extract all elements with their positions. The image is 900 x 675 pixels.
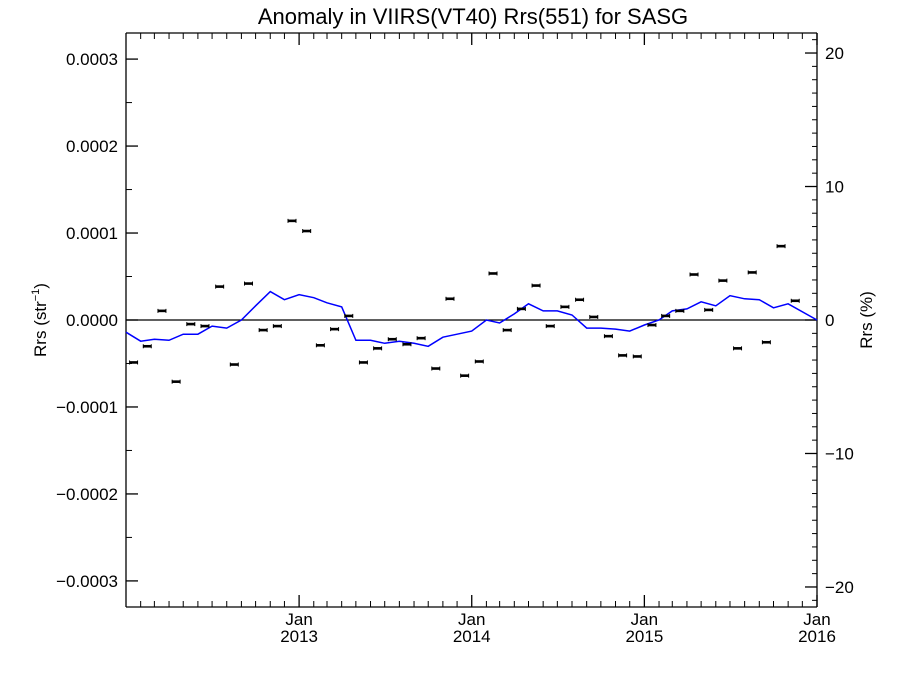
data-point — [315, 343, 325, 348]
data-point — [142, 344, 152, 349]
data-point — [545, 324, 555, 329]
data-point — [488, 271, 498, 276]
x-tick-year-label: 2015 — [625, 627, 663, 646]
data-point — [661, 313, 671, 318]
x-tick-month-label: Jan — [285, 610, 312, 629]
left-tick-label: 0.0003 — [66, 50, 118, 69]
data-point — [431, 366, 441, 371]
data-point — [302, 229, 312, 234]
left-tick-label: −0.0001 — [56, 398, 118, 417]
data-point — [790, 298, 800, 303]
left-tick-label: 0.0002 — [66, 137, 118, 156]
data-point — [258, 328, 268, 333]
x-tick-month-label: Jan — [803, 610, 830, 629]
data-point — [560, 304, 570, 309]
data-point — [718, 278, 728, 283]
data-point — [272, 324, 282, 329]
right-tick-label: 10 — [825, 178, 844, 197]
data-point — [373, 346, 383, 351]
left-axis-label: Rrs (str−1) — [30, 283, 50, 357]
right-tick-label: −10 — [825, 444, 854, 463]
data-point — [516, 306, 526, 311]
data-point — [761, 340, 771, 345]
data-point — [200, 324, 210, 329]
right-axis-label: Rrs (%) — [857, 291, 876, 349]
data-point — [387, 337, 397, 342]
x-tick-year-label: 2013 — [280, 627, 318, 646]
data-point — [229, 362, 239, 367]
data-point — [589, 314, 599, 319]
monthly-anomaly-series — [129, 218, 800, 384]
data-point — [330, 327, 340, 332]
left-tick-label: 0.0000 — [66, 311, 118, 330]
x-tick-month-label: Jan — [458, 610, 485, 629]
data-point — [747, 270, 757, 275]
data-point — [344, 313, 354, 318]
data-point — [776, 244, 786, 249]
data-point — [243, 281, 253, 286]
right-tick-label: 0 — [825, 311, 834, 330]
data-point — [186, 322, 196, 327]
data-point — [287, 218, 297, 223]
minor-ticks — [126, 33, 817, 607]
data-point — [618, 353, 628, 358]
data-point — [632, 354, 642, 359]
right-tick-label: −20 — [825, 578, 854, 597]
data-point — [358, 360, 368, 365]
right-tick-label: 20 — [825, 44, 844, 63]
data-point — [171, 379, 181, 384]
left-tick-label: −0.0003 — [56, 572, 118, 591]
x-tick-year-label: 2014 — [453, 627, 491, 646]
data-point — [416, 336, 426, 341]
data-point — [647, 323, 657, 328]
data-point — [474, 359, 484, 364]
x-tick-year-label: 2016 — [798, 627, 836, 646]
data-point — [129, 360, 139, 365]
series-line — [125, 290, 818, 348]
chart-title: Anomaly in VIIRS(VT40) Rrs(551) for SASG — [258, 4, 688, 29]
data-point — [675, 308, 685, 313]
data-point — [733, 346, 743, 351]
data-point — [460, 373, 470, 378]
left-tick-label: −0.0002 — [56, 485, 118, 504]
data-point — [531, 283, 541, 288]
left-axis-ticks: 0.0003 0.0002 0.0001 0.0000 −0.0001 −0.0002 −0… — [56, 50, 138, 591]
data-point — [157, 308, 167, 313]
left-tick-label: 0.0001 — [66, 224, 118, 243]
data-point — [445, 296, 455, 301]
running-mean-series — [125, 290, 818, 348]
x-tick-month-label: Jan — [631, 610, 658, 629]
data-point — [689, 272, 699, 277]
data-point — [215, 284, 225, 289]
data-point — [603, 334, 613, 339]
data-point — [402, 342, 412, 347]
data-point — [575, 297, 585, 302]
data-point — [704, 307, 714, 312]
right-axis-ticks: 20 10 0 −10 −20 — [805, 44, 854, 597]
data-point — [502, 328, 512, 333]
